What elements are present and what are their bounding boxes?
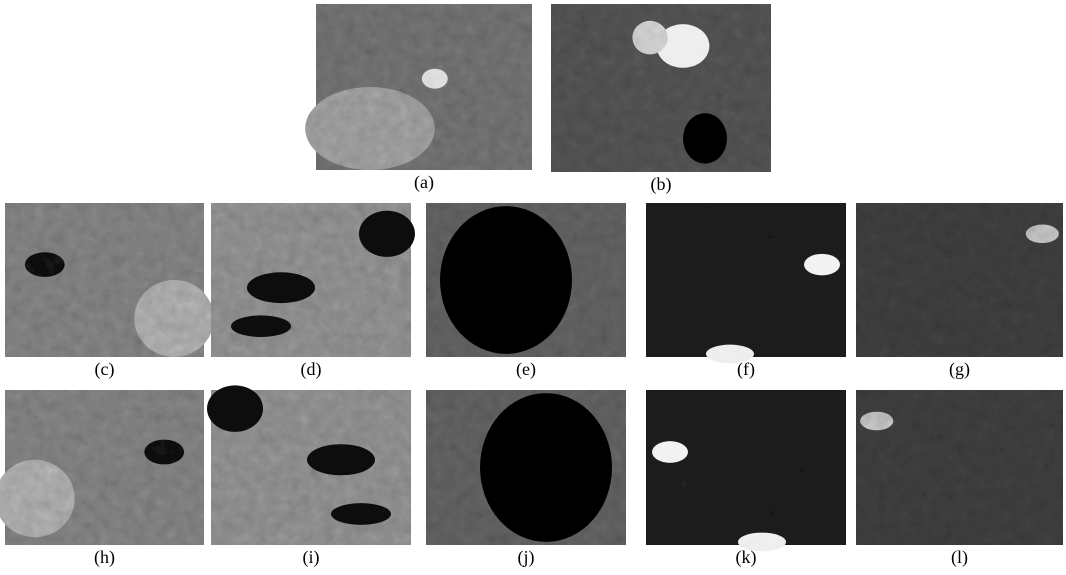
- image-feature: [683, 113, 727, 163]
- image-feature: [247, 272, 315, 303]
- image-panel: [856, 203, 1063, 357]
- panel-caption: (l): [951, 547, 968, 568]
- panel-caption: (k): [736, 547, 757, 568]
- image-panel: [426, 390, 626, 545]
- image-feature: [231, 315, 291, 337]
- panel-caption: (d): [301, 359, 322, 380]
- panel-caption: (a): [414, 172, 434, 193]
- image-panel: [856, 390, 1063, 545]
- image-feature: [422, 69, 448, 89]
- image-panel: [0, 390, 204, 545]
- figure: (a) (b) (c) (d) (e) (f) (g) (h) (i) (j) (k) (l): [0, 0, 1066, 575]
- image-feature: [25, 252, 65, 277]
- image-feature: [307, 444, 375, 475]
- panel-caption: (c): [95, 359, 115, 380]
- panel-caption: (b): [651, 174, 672, 195]
- image-panel: [207, 385, 411, 545]
- image-panel: [426, 203, 626, 357]
- image-panel: [5, 203, 214, 357]
- image-feature: [1026, 225, 1059, 243]
- image-feature: [652, 441, 688, 463]
- image-panel: [551, 4, 771, 172]
- image-background: [646, 203, 846, 357]
- image-panel: [646, 203, 846, 363]
- image-panel: [211, 203, 415, 357]
- panel-caption: (g): [949, 359, 970, 380]
- image-background: [646, 390, 846, 545]
- image-background: [856, 390, 1063, 545]
- image-feature: [207, 385, 263, 432]
- panel-caption: (j): [518, 547, 535, 568]
- image-panel: [305, 4, 532, 170]
- panel-caption: (h): [94, 547, 115, 568]
- image-feature: [440, 206, 572, 354]
- image-panel: [646, 390, 846, 551]
- panel-caption: (e): [516, 359, 536, 380]
- panel-caption: (f): [737, 359, 755, 380]
- panel-caption: (i): [303, 547, 320, 568]
- image-feature: [331, 503, 391, 525]
- image-feature: [305, 87, 435, 170]
- image-background: [856, 203, 1063, 357]
- image-feature: [480, 393, 612, 542]
- image-feature: [860, 412, 893, 431]
- image-feature: [134, 280, 214, 357]
- image-feature: [632, 21, 667, 55]
- image-feature: [144, 440, 184, 465]
- image-feature: [359, 211, 415, 257]
- image-feature: [804, 254, 840, 276]
